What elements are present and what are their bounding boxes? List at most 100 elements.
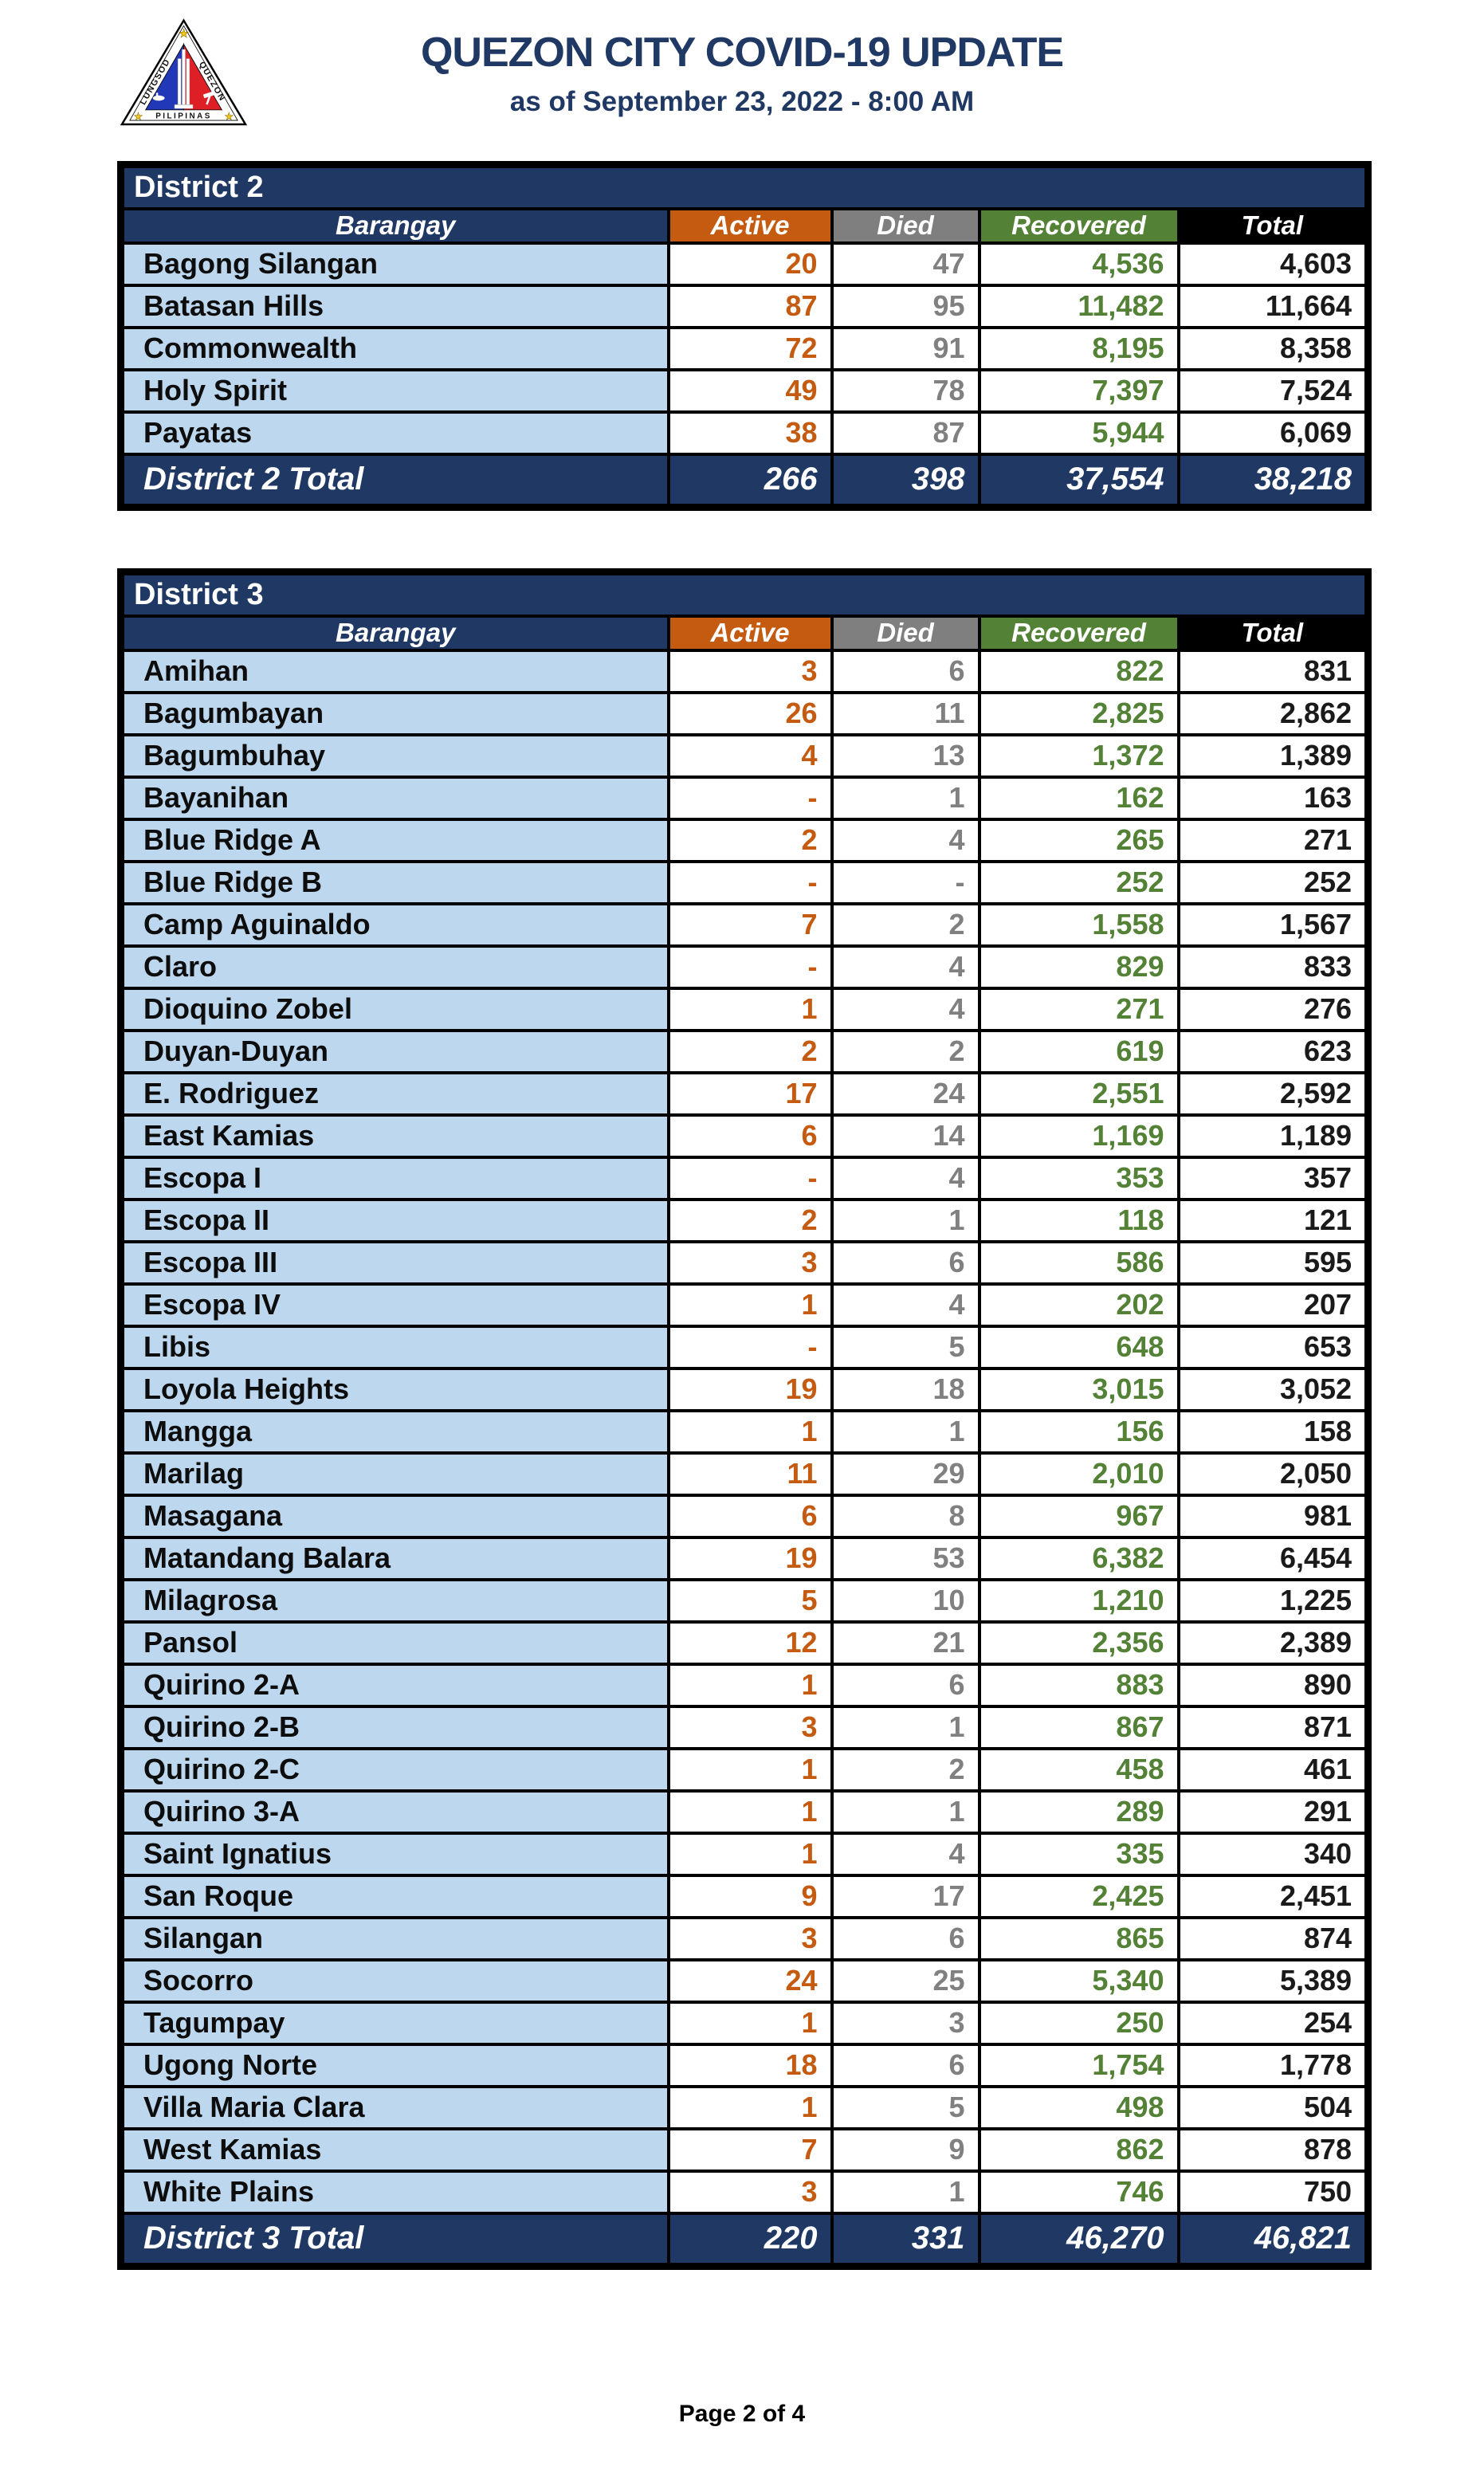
table-row: Matandang Balara 19 53 6,382 6,454	[119, 1535, 1370, 1581]
recovered-cell: 1,210	[977, 1577, 1180, 1624]
district-3-table-container: District 3 Barangay Active Died Recovered Tot…	[117, 568, 1372, 2270]
recovered-cell: 4,536	[977, 241, 1180, 287]
page-subtitle: as of September 23, 2022 - 8:00 AM	[509, 86, 975, 117]
total-total-cell: 46,821	[1176, 2211, 1370, 2268]
barangay-cell: Ugong Norte	[119, 2042, 670, 2088]
total-cell: 1,778	[1176, 2042, 1370, 2088]
died-cell: 1	[830, 1197, 981, 1243]
barangay-cell: Escopa II	[119, 1197, 670, 1243]
table-row: Camp Aguinaldo 7 2 1,558 1,567	[119, 901, 1370, 948]
table-row: Duyan-Duyan 2 2 619 623	[119, 1028, 1370, 1074]
recovered-cell: 1,558	[977, 901, 1180, 948]
active-cell: -	[666, 1324, 834, 1370]
total-cell: 461	[1176, 1746, 1370, 1793]
recovered-cell: 829	[977, 944, 1180, 990]
active-cell: 1	[666, 2084, 834, 2130]
died-cell: 25	[830, 1957, 981, 2004]
total-cell: 504	[1176, 2084, 1370, 2130]
total-cell: 2,050	[1176, 1451, 1370, 1497]
died-cell: 87	[830, 410, 981, 456]
active-cell: 87	[666, 283, 834, 329]
total-recovered-cell: 37,554	[977, 452, 1180, 509]
died-cell: 47	[830, 241, 981, 287]
district-total-label: District 2 Total	[119, 452, 670, 509]
barangay-cell: Loyola Heights	[119, 1366, 670, 1412]
active-cell: 1	[666, 1662, 834, 1708]
table-row: Blue Ridge B - -252 252	[119, 859, 1370, 905]
total-cell: 254	[1176, 2000, 1370, 2046]
recovered-cell: 265	[977, 817, 1180, 863]
recovered-cell: 156	[977, 1408, 1180, 1455]
active-cell: 1	[666, 1282, 834, 1328]
table-row: Mangga 1 1 156 158	[119, 1408, 1370, 1455]
barangay-cell: Saint Ignatius	[119, 1831, 670, 1877]
recovered-cell: 2,825	[977, 690, 1180, 736]
total-cell: 831	[1176, 648, 1370, 694]
page-title: QUEZON CITY COVID-19 UPDATE	[420, 29, 1064, 76]
table-row: Quirino 2-B 3 1 867 871	[119, 1704, 1370, 1750]
table-row: Escopa II 2 1 118 121	[119, 1197, 1370, 1243]
total-cell: 291	[1176, 1789, 1370, 1835]
died-cell: 17	[830, 1873, 981, 1919]
table-row: Silangan 3 6 865 874	[119, 1915, 1370, 1961]
recovered-cell: 458	[977, 1746, 1180, 1793]
recovered-cell: 5,944	[977, 410, 1180, 456]
total-active-cell: 266	[666, 452, 834, 509]
died-cell: 4	[830, 1831, 981, 1877]
table-row: E. Rodriguez 17 24 2,551 2,592	[119, 1070, 1370, 1117]
recovered-cell: 967	[977, 1493, 1180, 1539]
died-cell: 6	[830, 2042, 981, 2088]
barangay-cell: Socorro	[119, 1957, 670, 2004]
barangay-cell: Bagumbuhay	[119, 732, 670, 779]
died-cell: 1	[830, 1408, 981, 1455]
active-cell: 11	[666, 1451, 834, 1497]
recovered-cell: 7,397	[977, 367, 1180, 414]
active-cell: 3	[666, 1704, 834, 1750]
total-cell: 357	[1176, 1155, 1370, 1201]
died-cell: 91	[830, 325, 981, 371]
district-2-table: District 2 Barangay Active Died Recovered Tot…	[117, 161, 1372, 511]
column-header-died: Died	[830, 206, 981, 245]
barangay-cell: Libis	[119, 1324, 670, 1370]
died-cell: 2	[830, 1746, 981, 1793]
died-cell: 18	[830, 1366, 981, 1412]
recovered-cell: 1,372	[977, 732, 1180, 779]
barangay-cell: Claro	[119, 944, 670, 990]
table-row: Tagumpay 1 3 250 254	[119, 2000, 1370, 2046]
total-cell: 871	[1176, 1704, 1370, 1750]
total-cell: 1,567	[1176, 901, 1370, 948]
died-cell: 95	[830, 283, 981, 329]
recovered-cell: 1,754	[977, 2042, 1180, 2088]
active-cell: 19	[666, 1366, 834, 1412]
table-row: Batasan Hills 87 95 11,482 11,664	[119, 283, 1370, 329]
table-row: Bagong Silangan 20 47 4,536 4,603	[119, 241, 1370, 287]
total-cell: 2,389	[1176, 1620, 1370, 1666]
recovered-cell: 5,340	[977, 1957, 1180, 2004]
recovered-cell: 2,356	[977, 1620, 1180, 1666]
died-cell: 9	[830, 2126, 981, 2173]
total-cell: 1,389	[1176, 732, 1370, 779]
table-row: Milagrosa 5 10 1,210 1,225	[119, 1577, 1370, 1624]
total-cell: 4,603	[1176, 241, 1370, 287]
active-cell: 7	[666, 901, 834, 948]
died-cell: 2	[830, 1028, 981, 1074]
barangay-cell: E. Rodriguez	[119, 1070, 670, 1117]
recovered-cell: 11,482	[977, 283, 1180, 329]
active-cell: 6	[666, 1493, 834, 1539]
active-cell: 17	[666, 1070, 834, 1117]
recovered-cell: 335	[977, 1831, 1180, 1877]
died-cell: 14	[830, 1113, 981, 1159]
district-2-table-container: District 2 Barangay Active Died Recovered Tot…	[117, 161, 1372, 511]
column-header-barangay: Barangay	[119, 206, 670, 245]
recovered-cell: 862	[977, 2126, 1180, 2173]
barangay-cell: Payatas	[119, 410, 670, 456]
total-cell: 121	[1176, 1197, 1370, 1243]
total-cell: 750	[1176, 2169, 1370, 2215]
district-total-row: District 3 Total 220 331 46,270 46,821	[119, 2211, 1370, 2268]
active-cell: 3	[666, 648, 834, 694]
table-row: White Plains 3 1 746 750	[119, 2169, 1370, 2215]
recovered-cell: 8,195	[977, 325, 1180, 371]
table-row: Payatas 38 87 5,944 6,069	[119, 410, 1370, 456]
barangay-cell: West Kamias	[119, 2126, 670, 2173]
